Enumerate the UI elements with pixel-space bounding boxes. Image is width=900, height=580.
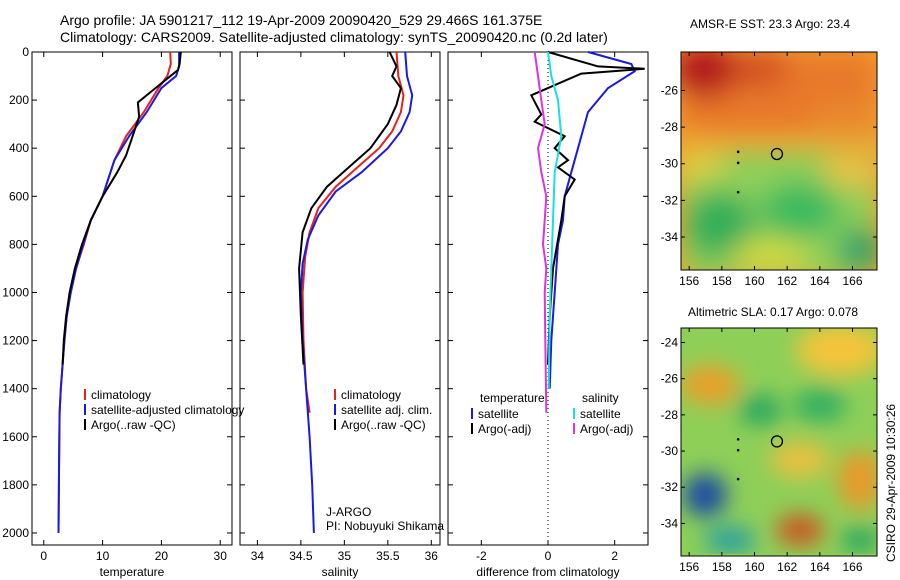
sst-map: [681, 52, 877, 270]
series-line-3: [298, 51, 402, 365]
map-frame: [680, 327, 878, 557]
legend-label: satellite: [478, 407, 519, 421]
series-line-3: [547, 51, 563, 389]
series-line-2: [529, 51, 645, 365]
series-line-1: [301, 51, 405, 413]
legend-label: climatology: [341, 388, 401, 402]
x-tick-label: 20: [155, 549, 169, 563]
x-tick-label: 0: [40, 549, 47, 563]
y-tick-label: -26: [661, 372, 679, 386]
y-tick-label: -30: [661, 157, 679, 171]
y-tick-label: -32: [661, 480, 679, 494]
float-program-label: J-ARGO: [326, 505, 372, 519]
x-tick-label: 156: [679, 560, 699, 574]
y-tick-label: -34: [661, 516, 679, 530]
y-tick-label: 1800: [2, 478, 29, 492]
profile-panel-2: 34 34.5 35 35.5 36 salinity climatologysatelli…: [239, 51, 441, 579]
x-tick-label: 156: [679, 274, 699, 288]
legend-label: climatology: [91, 388, 151, 402]
x-tick-label: 158: [712, 560, 732, 574]
x-tick-label: 166: [842, 274, 862, 288]
panel-frame: [31, 51, 233, 546]
x-tick-label: 158: [712, 274, 732, 288]
trajectory-point: [736, 437, 740, 441]
legend-label: Argo(-adj): [478, 422, 531, 436]
series-line-3: [61, 51, 182, 365]
y-tick-label: 1000: [2, 285, 29, 299]
x-tick-label: 35: [338, 549, 352, 563]
x-tick-label: 162: [777, 560, 797, 574]
profile-panel-1: 0 10 20 30 0 200 400 600 800 1000 1200 1400 1600 1800…: [2, 45, 244, 579]
series-line-1: [548, 51, 636, 389]
y-tick-label: 800: [9, 237, 29, 251]
y-tick-label: 1200: [2, 334, 29, 348]
y-tick-label: 1600: [2, 430, 29, 444]
trajectory-point: [736, 448, 740, 452]
y-tick-label: 200: [9, 93, 29, 107]
x-tick-label: 2: [611, 549, 618, 563]
legend-label: satellite-adjusted climatology: [91, 403, 244, 417]
x-axis-label: salinity: [322, 565, 359, 579]
x-axis-label: temperature: [100, 565, 165, 579]
x-tick-label: 10: [96, 549, 110, 563]
series-line-2: [57, 52, 181, 534]
y-tick-label: 600: [9, 189, 29, 203]
series-line-4: [533, 51, 548, 413]
sla-map-axes: 156 158 160 162 164 166 -24 -26 -28 -30 -32 -34: [661, 327, 878, 574]
x-tick-label: 34: [251, 549, 265, 563]
trajectory-point: [736, 161, 740, 165]
x-tick-label: 162: [777, 274, 797, 288]
x-tick-label: 36: [425, 549, 439, 563]
legend-header: temperature: [480, 391, 545, 405]
panel-frame: [239, 51, 441, 546]
sla-map: [681, 328, 877, 556]
pi-label: PI: Nobuyuki Shikama: [326, 519, 445, 533]
y-tick-label: -28: [661, 120, 679, 134]
x-tick-label: 164: [810, 560, 830, 574]
trajectory-point: [736, 150, 740, 154]
y-tick-label: 1400: [2, 382, 29, 396]
panel-frame: [447, 51, 649, 546]
y-tick-label: -28: [661, 408, 679, 422]
y-tick-label: 0: [22, 45, 29, 59]
y-tick-label: 2000: [2, 526, 29, 540]
x-tick-label: 34.5: [289, 549, 313, 563]
profile-panel-3: -2 0 2 difference from climatology temperatu…: [447, 51, 649, 579]
x-tick-label: 160: [744, 274, 764, 288]
trajectory-point: [736, 190, 740, 194]
legend-label: Argo(-adj): [580, 422, 633, 436]
x-tick-label: 30: [214, 549, 228, 563]
x-tick-label: 0: [545, 549, 552, 563]
profile-location-marker: [770, 147, 784, 161]
x-tick-label: 35.5: [376, 549, 400, 563]
sst-map-axes: 156 158 160 162 164 166 -26 -28 -30 -32 -34: [661, 51, 878, 288]
series-line-1: [57, 51, 172, 534]
profile-location-marker: [770, 435, 784, 448]
x-tick-label: 166: [842, 560, 862, 574]
y-tick-label: -30: [661, 444, 679, 458]
x-tick-label: 160: [744, 560, 764, 574]
legend-label: satellite: [580, 407, 621, 421]
x-axis-label: difference from climatology: [476, 565, 619, 579]
y-tick-label: -32: [661, 193, 679, 207]
climatology-title: Climatology: CARS2009. Satellite-adjuste…: [60, 29, 608, 45]
legend-label: Argo(..raw -QC): [91, 418, 176, 432]
y-tick-label: -34: [661, 230, 679, 244]
profile-title: Argo profile: JA 5901217_112 19-Apr-2009…: [60, 12, 543, 28]
sla-map-title: Altimetric SLA: 0.17 Argo: 0.078: [688, 305, 859, 319]
sst-map-title: AMSR-E SST: 23.3 Argo: 23.4: [690, 17, 851, 31]
x-tick-label: 164: [810, 274, 830, 288]
y-tick-label: 400: [9, 141, 29, 155]
map-frame: [680, 51, 878, 271]
x-tick-label: -2: [476, 549, 487, 563]
legend-header: salinity: [582, 391, 619, 405]
trajectory-point: [736, 477, 740, 481]
series-line-2: [299, 51, 414, 534]
legend-label: satellite adj. clim.: [341, 403, 432, 417]
y-tick-label: -24: [661, 335, 679, 349]
legend-label: Argo(..raw -QC): [341, 418, 426, 432]
y-tick-label: -26: [661, 83, 679, 97]
